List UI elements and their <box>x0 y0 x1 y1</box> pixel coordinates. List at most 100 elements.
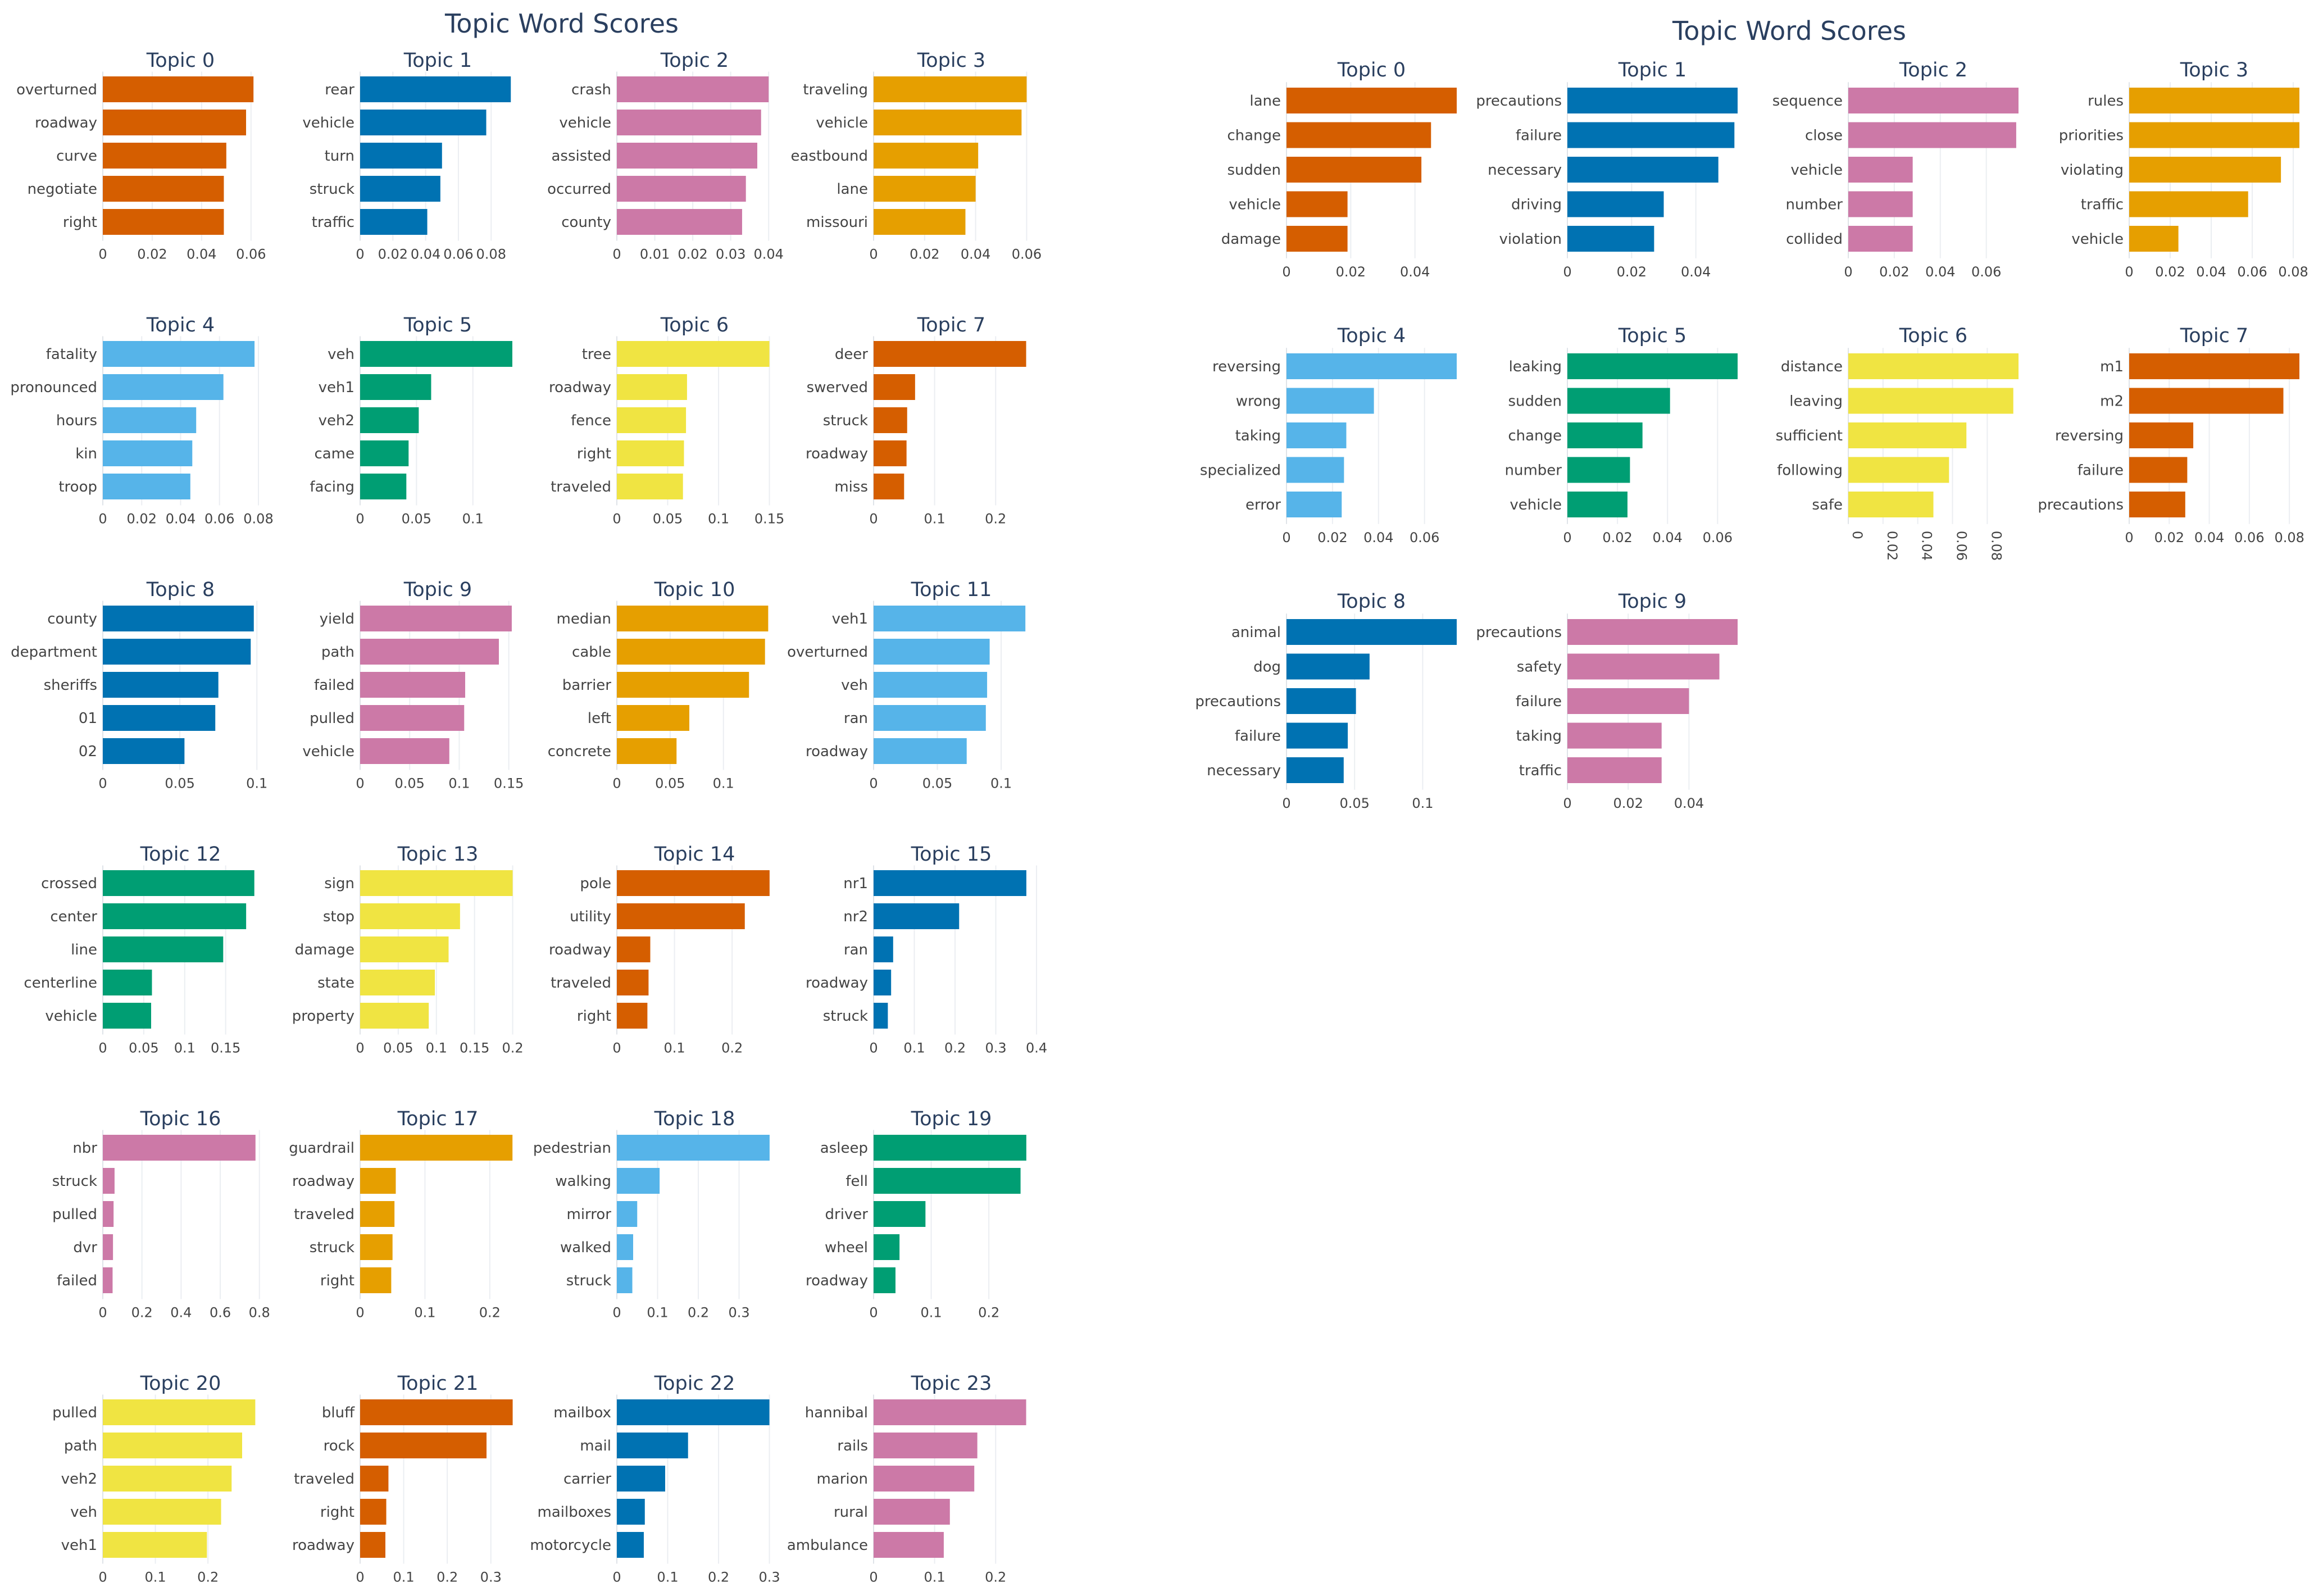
tick-label: 0 <box>869 1305 878 1321</box>
tick-label: 0.15 <box>460 1040 489 1056</box>
word-label: number <box>1505 462 1562 479</box>
word-label: precautions <box>1195 693 1281 710</box>
bar-hannibal <box>874 1399 1026 1425</box>
word-label: leaving <box>1789 393 1843 410</box>
tick-label: 0.04 <box>411 247 440 262</box>
word-label: distance <box>1781 358 1843 375</box>
word-label: fatality <box>46 346 97 363</box>
bar-following <box>1848 457 1949 483</box>
word-label: traveled <box>294 1471 354 1488</box>
bar-traffic <box>2129 191 2248 217</box>
word-label: sudden <box>1227 162 1281 179</box>
word-label: veh2 <box>319 412 354 429</box>
panel-topic-7: Topic 7 m1 m2 reversing failure precautions 0 0… <box>2038 325 2304 545</box>
bar-struck <box>360 1234 393 1260</box>
tick-label: 0 <box>356 776 364 792</box>
word-label: precautions <box>2038 497 2124 513</box>
word-label: lane <box>1249 93 1281 110</box>
tick-label: 0 <box>356 1305 364 1321</box>
word-label: damage <box>295 942 354 958</box>
bar-vehicle <box>1286 191 1348 217</box>
tick-label: 0 <box>612 247 621 262</box>
bar-rock <box>360 1433 487 1458</box>
bar-right <box>103 209 224 235</box>
tick-label: 0.3 <box>480 1570 502 1585</box>
word-label: traveled <box>551 975 611 992</box>
word-label: traveled <box>551 479 611 495</box>
bar-yield <box>360 606 512 631</box>
tick-label: 0.05 <box>1339 795 1369 811</box>
bar-department <box>103 639 251 665</box>
tick-label: 0.2 <box>985 1570 1006 1585</box>
word-label: miss <box>834 479 868 495</box>
tick-label: 0.1 <box>1412 795 1433 811</box>
bar-roadway <box>360 1532 386 1558</box>
panel-title: Topic 3 <box>917 49 985 72</box>
bar-path <box>103 1433 242 1458</box>
tick-label: 0.04 <box>166 511 196 527</box>
panel-topic-23: Topic 23 hannibal rails marion rural ambulanc… <box>787 1372 1026 1585</box>
bar-cable <box>617 639 765 665</box>
bar-change <box>1286 122 1431 148</box>
word-label: carrier <box>563 1471 611 1488</box>
tick-label: 0.02 <box>1884 531 1900 561</box>
bar-pulled <box>103 1399 256 1425</box>
bar-rails <box>874 1433 978 1458</box>
bar-right <box>360 1267 392 1293</box>
word-label: specialized <box>1200 462 1281 479</box>
bar-driving <box>1567 191 1664 217</box>
bar-right <box>360 1499 387 1525</box>
bar-fell <box>874 1168 1021 1194</box>
tick-label: 0.8 <box>249 1305 270 1321</box>
panel-title: Topic 21 <box>397 1372 479 1395</box>
word-label: vehicle <box>302 743 354 760</box>
bar-number <box>1848 191 1913 217</box>
word-label: mail <box>580 1438 611 1454</box>
bar-struck <box>360 176 440 202</box>
tick-label: 0 <box>1844 264 1852 280</box>
tick-label: 0.05 <box>383 1040 413 1056</box>
word-label: failure <box>1516 693 1562 710</box>
bar-vehicle <box>617 110 761 135</box>
bar-taking <box>1286 422 1347 448</box>
bar-struck <box>874 407 907 433</box>
tick-label: 0.1 <box>924 1570 945 1585</box>
bar-failed <box>360 672 466 698</box>
word-label: m1 <box>2100 358 2124 375</box>
word-label: ran <box>844 942 868 958</box>
tick-label: 0 <box>869 776 878 792</box>
tick-label: 0.15 <box>754 511 784 527</box>
tick-label: 0.02 <box>137 247 167 262</box>
word-label: following <box>1777 462 1843 479</box>
tick-label: 0.03 <box>716 247 745 262</box>
bar-reversing <box>2129 422 2194 448</box>
tick-label: 0 <box>1563 530 1571 545</box>
bar-vehicle <box>360 110 487 135</box>
word-label: rules <box>2088 93 2124 110</box>
tick-label: 0.04 <box>961 247 990 262</box>
word-label: roadway <box>806 1272 868 1289</box>
word-label: right <box>577 1008 611 1025</box>
word-label: walking <box>555 1173 611 1190</box>
bar-change <box>1567 422 1643 448</box>
panel-topic-21: Topic 21 bluff rock traveled right roadway 0 0.… <box>292 1372 513 1585</box>
word-label: failure <box>2077 462 2124 479</box>
bar-center <box>103 903 247 929</box>
word-label: concrete <box>548 743 611 760</box>
tick-label: 0 <box>1563 264 1571 280</box>
tick-label: 0 <box>612 1305 621 1321</box>
bar-violating <box>2129 157 2281 183</box>
tick-label: 0.1 <box>924 511 945 527</box>
bar-failure <box>1567 122 1735 148</box>
word-label: county <box>47 611 97 628</box>
word-label: violation <box>1499 231 1562 248</box>
tick-label: 0 <box>612 1570 621 1585</box>
word-label: change <box>1508 428 1562 444</box>
word-label: facing <box>310 479 354 495</box>
bar-necessary <box>1567 157 1719 183</box>
word-label: struck <box>52 1173 97 1190</box>
tick-label: 0.1 <box>903 1040 925 1056</box>
bar-close <box>1848 122 2016 148</box>
panel-title: Topic 2 <box>1899 59 1967 81</box>
